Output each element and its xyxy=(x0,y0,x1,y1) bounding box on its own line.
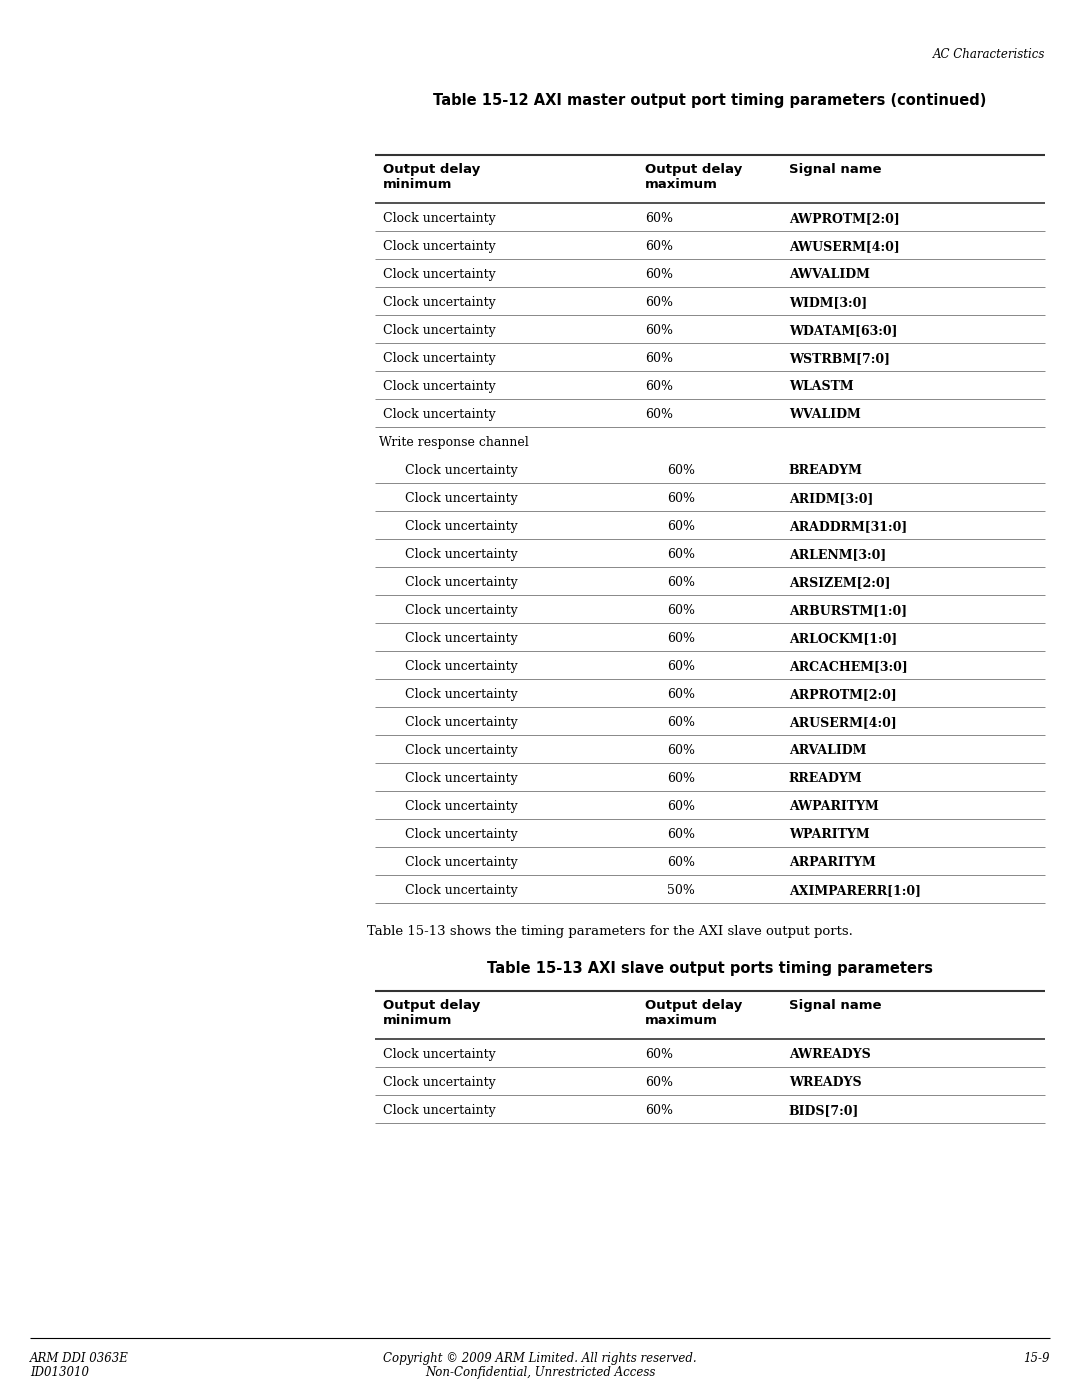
Text: 60%: 60% xyxy=(645,1076,673,1088)
Text: Clock uncertainty: Clock uncertainty xyxy=(383,324,496,337)
Text: ARM DDI 0363E: ARM DDI 0363E xyxy=(30,1352,129,1365)
Text: BIDS[7:0]: BIDS[7:0] xyxy=(788,1104,859,1116)
Text: Clock uncertainty: Clock uncertainty xyxy=(405,687,517,701)
Text: 60%: 60% xyxy=(666,604,694,617)
Text: 60%: 60% xyxy=(666,828,694,841)
Text: Clock uncertainty: Clock uncertainty xyxy=(383,1048,496,1060)
Text: 60%: 60% xyxy=(666,856,694,869)
Text: Clock uncertainty: Clock uncertainty xyxy=(405,631,517,645)
Text: AXIMPARERR[1:0]: AXIMPARERR[1:0] xyxy=(788,884,920,897)
Text: Clock uncertainty: Clock uncertainty xyxy=(405,520,517,532)
Text: ARADDRM[31:0]: ARADDRM[31:0] xyxy=(788,520,907,532)
Text: AWVALIDM: AWVALIDM xyxy=(788,268,869,281)
Text: 60%: 60% xyxy=(666,715,694,729)
Text: 50%: 50% xyxy=(666,884,694,897)
Text: Signal name: Signal name xyxy=(788,999,881,1011)
Text: Clock uncertainty: Clock uncertainty xyxy=(383,1104,496,1116)
Text: Clock uncertainty: Clock uncertainty xyxy=(405,576,517,590)
Text: Clock uncertainty: Clock uncertainty xyxy=(383,380,496,393)
Text: Clock uncertainty: Clock uncertainty xyxy=(405,828,517,841)
Text: 60%: 60% xyxy=(666,576,694,590)
Text: ARIDM[3:0]: ARIDM[3:0] xyxy=(788,492,873,504)
Text: ARLENM[3:0]: ARLENM[3:0] xyxy=(788,548,886,562)
Text: ID013010: ID013010 xyxy=(30,1366,89,1379)
Text: WSTRBM[7:0]: WSTRBM[7:0] xyxy=(788,352,890,365)
Text: 60%: 60% xyxy=(666,687,694,701)
Text: AWPARITYM: AWPARITYM xyxy=(788,800,878,813)
Text: Clock uncertainty: Clock uncertainty xyxy=(405,548,517,562)
Text: ARPARITYM: ARPARITYM xyxy=(788,856,876,869)
Text: WREADYS: WREADYS xyxy=(788,1076,862,1088)
Text: 60%: 60% xyxy=(645,1104,673,1116)
Text: AC Characteristics: AC Characteristics xyxy=(933,47,1045,61)
Text: WVALIDM: WVALIDM xyxy=(788,408,861,420)
Text: Clock uncertainty: Clock uncertainty xyxy=(405,884,517,897)
Text: WPARITYM: WPARITYM xyxy=(788,828,869,841)
Text: Clock uncertainty: Clock uncertainty xyxy=(405,604,517,617)
Text: Clock uncertainty: Clock uncertainty xyxy=(405,715,517,729)
Text: 60%: 60% xyxy=(666,773,694,785)
Text: Clock uncertainty: Clock uncertainty xyxy=(383,352,496,365)
Text: Write response channel: Write response channel xyxy=(379,436,529,448)
Text: Clock uncertainty: Clock uncertainty xyxy=(383,240,496,253)
Text: Non-Confidential, Unrestricted Access: Non-Confidential, Unrestricted Access xyxy=(424,1366,656,1379)
Text: 60%: 60% xyxy=(666,464,694,476)
Text: ARSIZEM[2:0]: ARSIZEM[2:0] xyxy=(788,576,890,590)
Text: 60%: 60% xyxy=(666,631,694,645)
Text: 60%: 60% xyxy=(666,800,694,813)
Text: ARBURSTM[1:0]: ARBURSTM[1:0] xyxy=(788,604,907,617)
Text: 60%: 60% xyxy=(666,548,694,562)
Text: Output delay
minimum: Output delay minimum xyxy=(383,999,481,1027)
Text: Clock uncertainty: Clock uncertainty xyxy=(405,856,517,869)
Text: Clock uncertainty: Clock uncertainty xyxy=(405,800,517,813)
Text: ARPROTM[2:0]: ARPROTM[2:0] xyxy=(788,687,896,701)
Text: 60%: 60% xyxy=(645,352,673,365)
Text: AWREADYS: AWREADYS xyxy=(788,1048,870,1060)
Text: Table 15-13 AXI slave output ports timing parameters: Table 15-13 AXI slave output ports timin… xyxy=(487,961,933,977)
Text: Clock uncertainty: Clock uncertainty xyxy=(405,743,517,757)
Text: 60%: 60% xyxy=(666,743,694,757)
Text: 60%: 60% xyxy=(645,268,673,281)
Text: Copyright © 2009 ARM Limited. All rights reserved.: Copyright © 2009 ARM Limited. All rights… xyxy=(383,1352,697,1365)
Text: WDATAM[63:0]: WDATAM[63:0] xyxy=(788,324,897,337)
Text: Output delay
maximum: Output delay maximum xyxy=(645,999,742,1027)
Text: Clock uncertainty: Clock uncertainty xyxy=(383,212,496,225)
Text: ARUSERM[4:0]: ARUSERM[4:0] xyxy=(788,715,896,729)
Text: 60%: 60% xyxy=(645,1048,673,1060)
Text: 60%: 60% xyxy=(645,324,673,337)
Text: Signal name: Signal name xyxy=(788,163,881,176)
Text: ARLOCKM[1:0]: ARLOCKM[1:0] xyxy=(788,631,897,645)
Text: RREADYM: RREADYM xyxy=(788,773,862,785)
Text: ARVALIDM: ARVALIDM xyxy=(788,743,866,757)
Text: Table 15-12 AXI master output port timing parameters (continued): Table 15-12 AXI master output port timin… xyxy=(433,94,987,108)
Text: 60%: 60% xyxy=(645,212,673,225)
Text: Output delay
maximum: Output delay maximum xyxy=(645,163,742,191)
Text: 15-9: 15-9 xyxy=(1024,1352,1050,1365)
Text: 60%: 60% xyxy=(666,520,694,532)
Text: Clock uncertainty: Clock uncertainty xyxy=(405,492,517,504)
Text: 60%: 60% xyxy=(645,380,673,393)
Text: Clock uncertainty: Clock uncertainty xyxy=(383,268,496,281)
Text: WLASTM: WLASTM xyxy=(788,380,853,393)
Text: Clock uncertainty: Clock uncertainty xyxy=(405,464,517,476)
Text: 60%: 60% xyxy=(645,240,673,253)
Text: 60%: 60% xyxy=(645,296,673,309)
Text: ARCACHEM[3:0]: ARCACHEM[3:0] xyxy=(788,659,907,673)
Text: AWUSERM[4:0]: AWUSERM[4:0] xyxy=(788,240,900,253)
Text: 60%: 60% xyxy=(666,492,694,504)
Text: Table 15-13 shows the timing parameters for the AXI slave output ports.: Table 15-13 shows the timing parameters … xyxy=(367,925,853,937)
Text: 60%: 60% xyxy=(645,408,673,420)
Text: Clock uncertainty: Clock uncertainty xyxy=(405,773,517,785)
Text: Clock uncertainty: Clock uncertainty xyxy=(383,408,496,420)
Text: Clock uncertainty: Clock uncertainty xyxy=(383,1076,496,1088)
Text: 60%: 60% xyxy=(666,659,694,673)
Text: Clock uncertainty: Clock uncertainty xyxy=(405,659,517,673)
Text: Output delay
minimum: Output delay minimum xyxy=(383,163,481,191)
Text: AWPROTM[2:0]: AWPROTM[2:0] xyxy=(788,212,900,225)
Text: BREADYM: BREADYM xyxy=(788,464,863,476)
Text: Clock uncertainty: Clock uncertainty xyxy=(383,296,496,309)
Text: WIDM[3:0]: WIDM[3:0] xyxy=(788,296,867,309)
